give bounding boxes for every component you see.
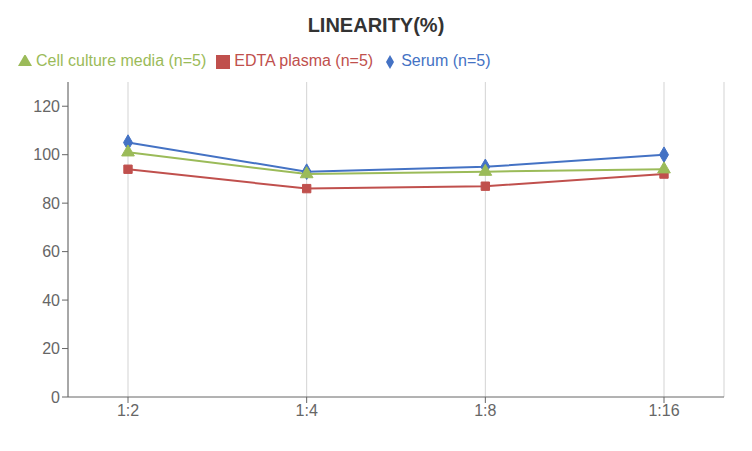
svg-text:40: 40 xyxy=(42,292,60,309)
svg-text:0: 0 xyxy=(51,389,60,406)
svg-text:1:4: 1:4 xyxy=(296,402,318,419)
svg-text:120: 120 xyxy=(33,98,60,115)
svg-text:60: 60 xyxy=(42,243,60,260)
svg-text:1:16: 1:16 xyxy=(648,402,679,419)
html-text:LINEARITY(%): LINEARITY(%) xyxy=(307,14,445,36)
svg-text:20: 20 xyxy=(42,340,60,357)
html-text:Serum (n=5): Serum (n=5) xyxy=(401,52,491,69)
svg-text:100: 100 xyxy=(33,146,60,163)
html-text:Cell culture media (n=5): Cell culture media (n=5) xyxy=(36,52,207,69)
svg-text:1:8: 1:8 xyxy=(474,402,496,419)
svg-text:1:2: 1:2 xyxy=(117,402,139,419)
svg-text:80: 80 xyxy=(42,195,60,212)
html-text:EDTA plasma (n=5): EDTA plasma (n=5) xyxy=(234,52,374,69)
